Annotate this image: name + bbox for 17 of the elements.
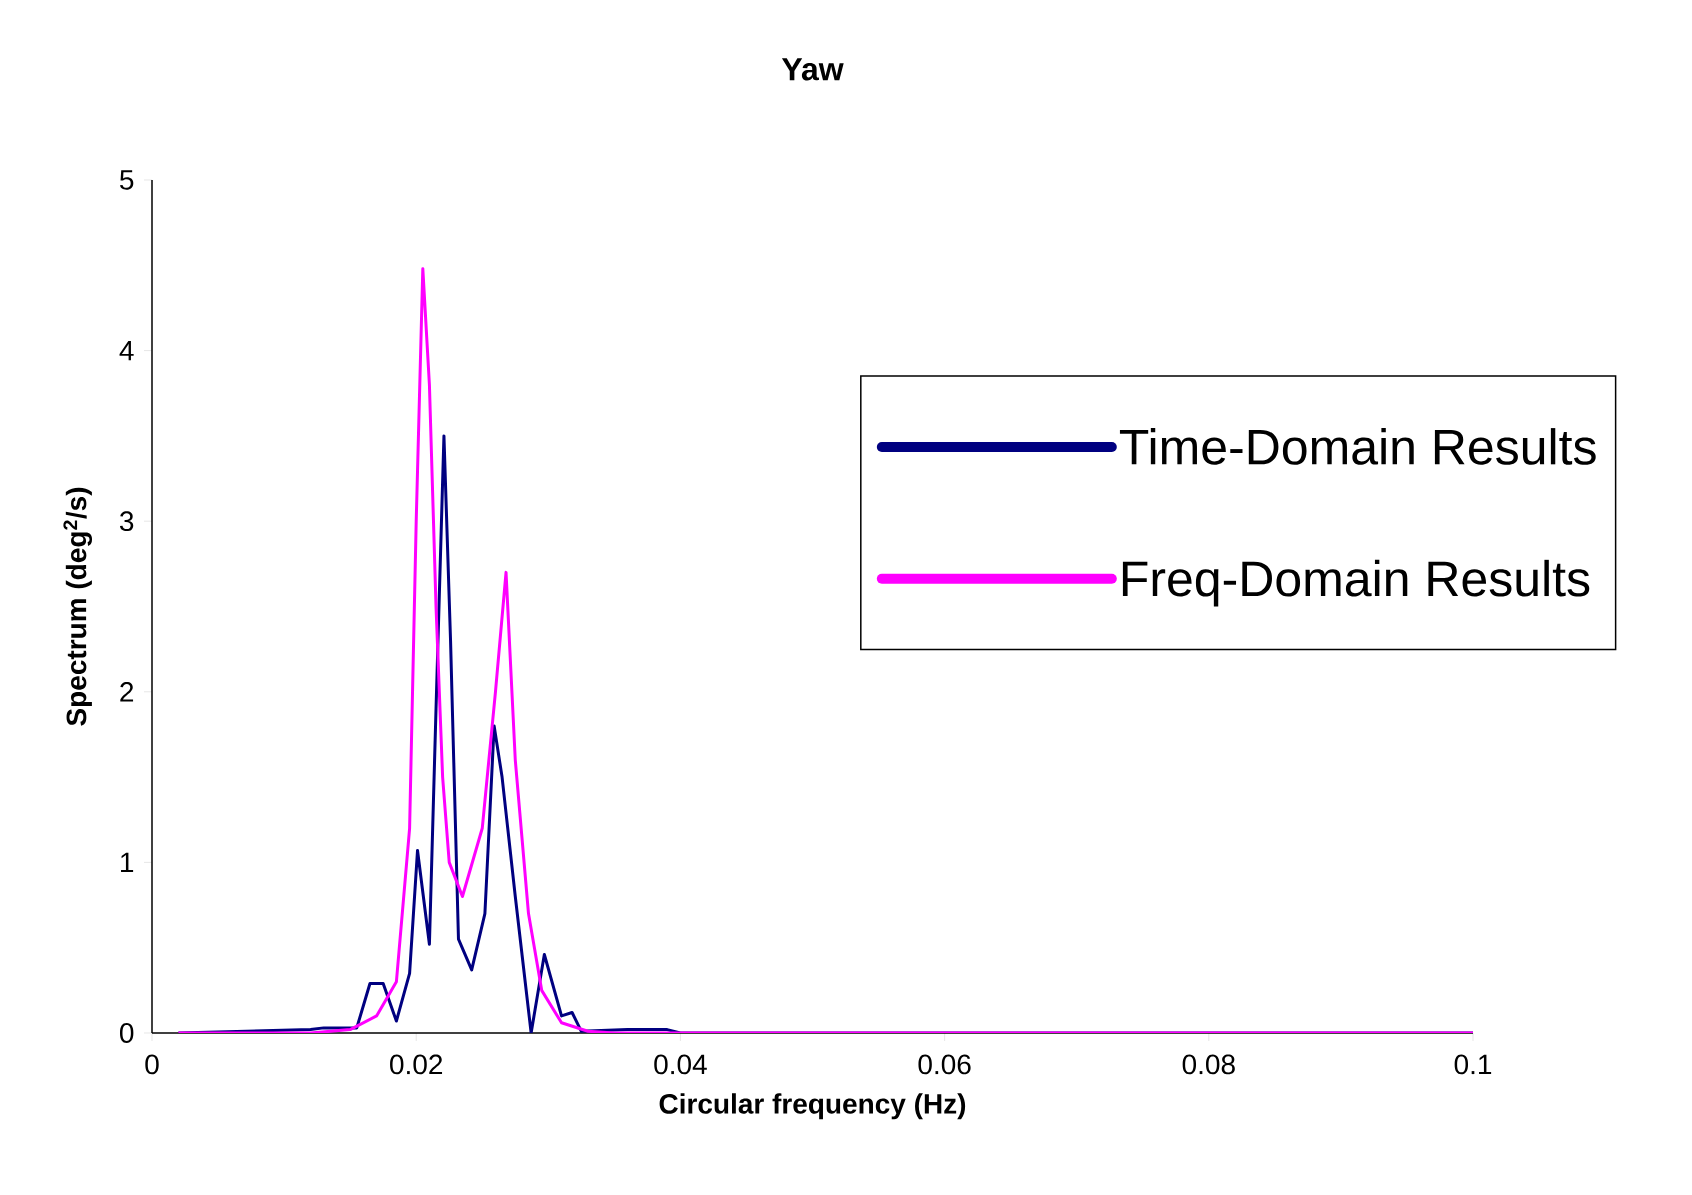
y-tick-label: 3: [119, 511, 134, 532]
x-tick-label: 0.02: [390, 1054, 443, 1075]
x-tick-label: 0.06: [918, 1054, 971, 1075]
y-axis-title: Spectrum (deg$^{2}$/s): [63, 487, 93, 726]
y-tick-label: 0: [119, 1023, 134, 1043]
x-tick-label: 0.1: [1454, 1054, 1492, 1075]
y-tick-label: 1: [121, 852, 134, 873]
y-tick-label: 4: [119, 340, 134, 361]
y-tick-label: 5: [120, 170, 134, 190]
x-tick-label: 0.04: [654, 1054, 707, 1075]
legend-label: Time-Domain Results: [1119, 428, 1596, 465]
x-tick-label: 0: [145, 1054, 159, 1075]
x-tick-label: 0.08: [1182, 1054, 1235, 1075]
legend-label: Freq-Domain Results: [1122, 559, 1590, 607]
chart-title: Yaw: [781, 58, 844, 81]
x-axis-title: Circular frequency (Hz): [659, 1093, 966, 1120]
y-tick-label: 2: [120, 682, 134, 702]
